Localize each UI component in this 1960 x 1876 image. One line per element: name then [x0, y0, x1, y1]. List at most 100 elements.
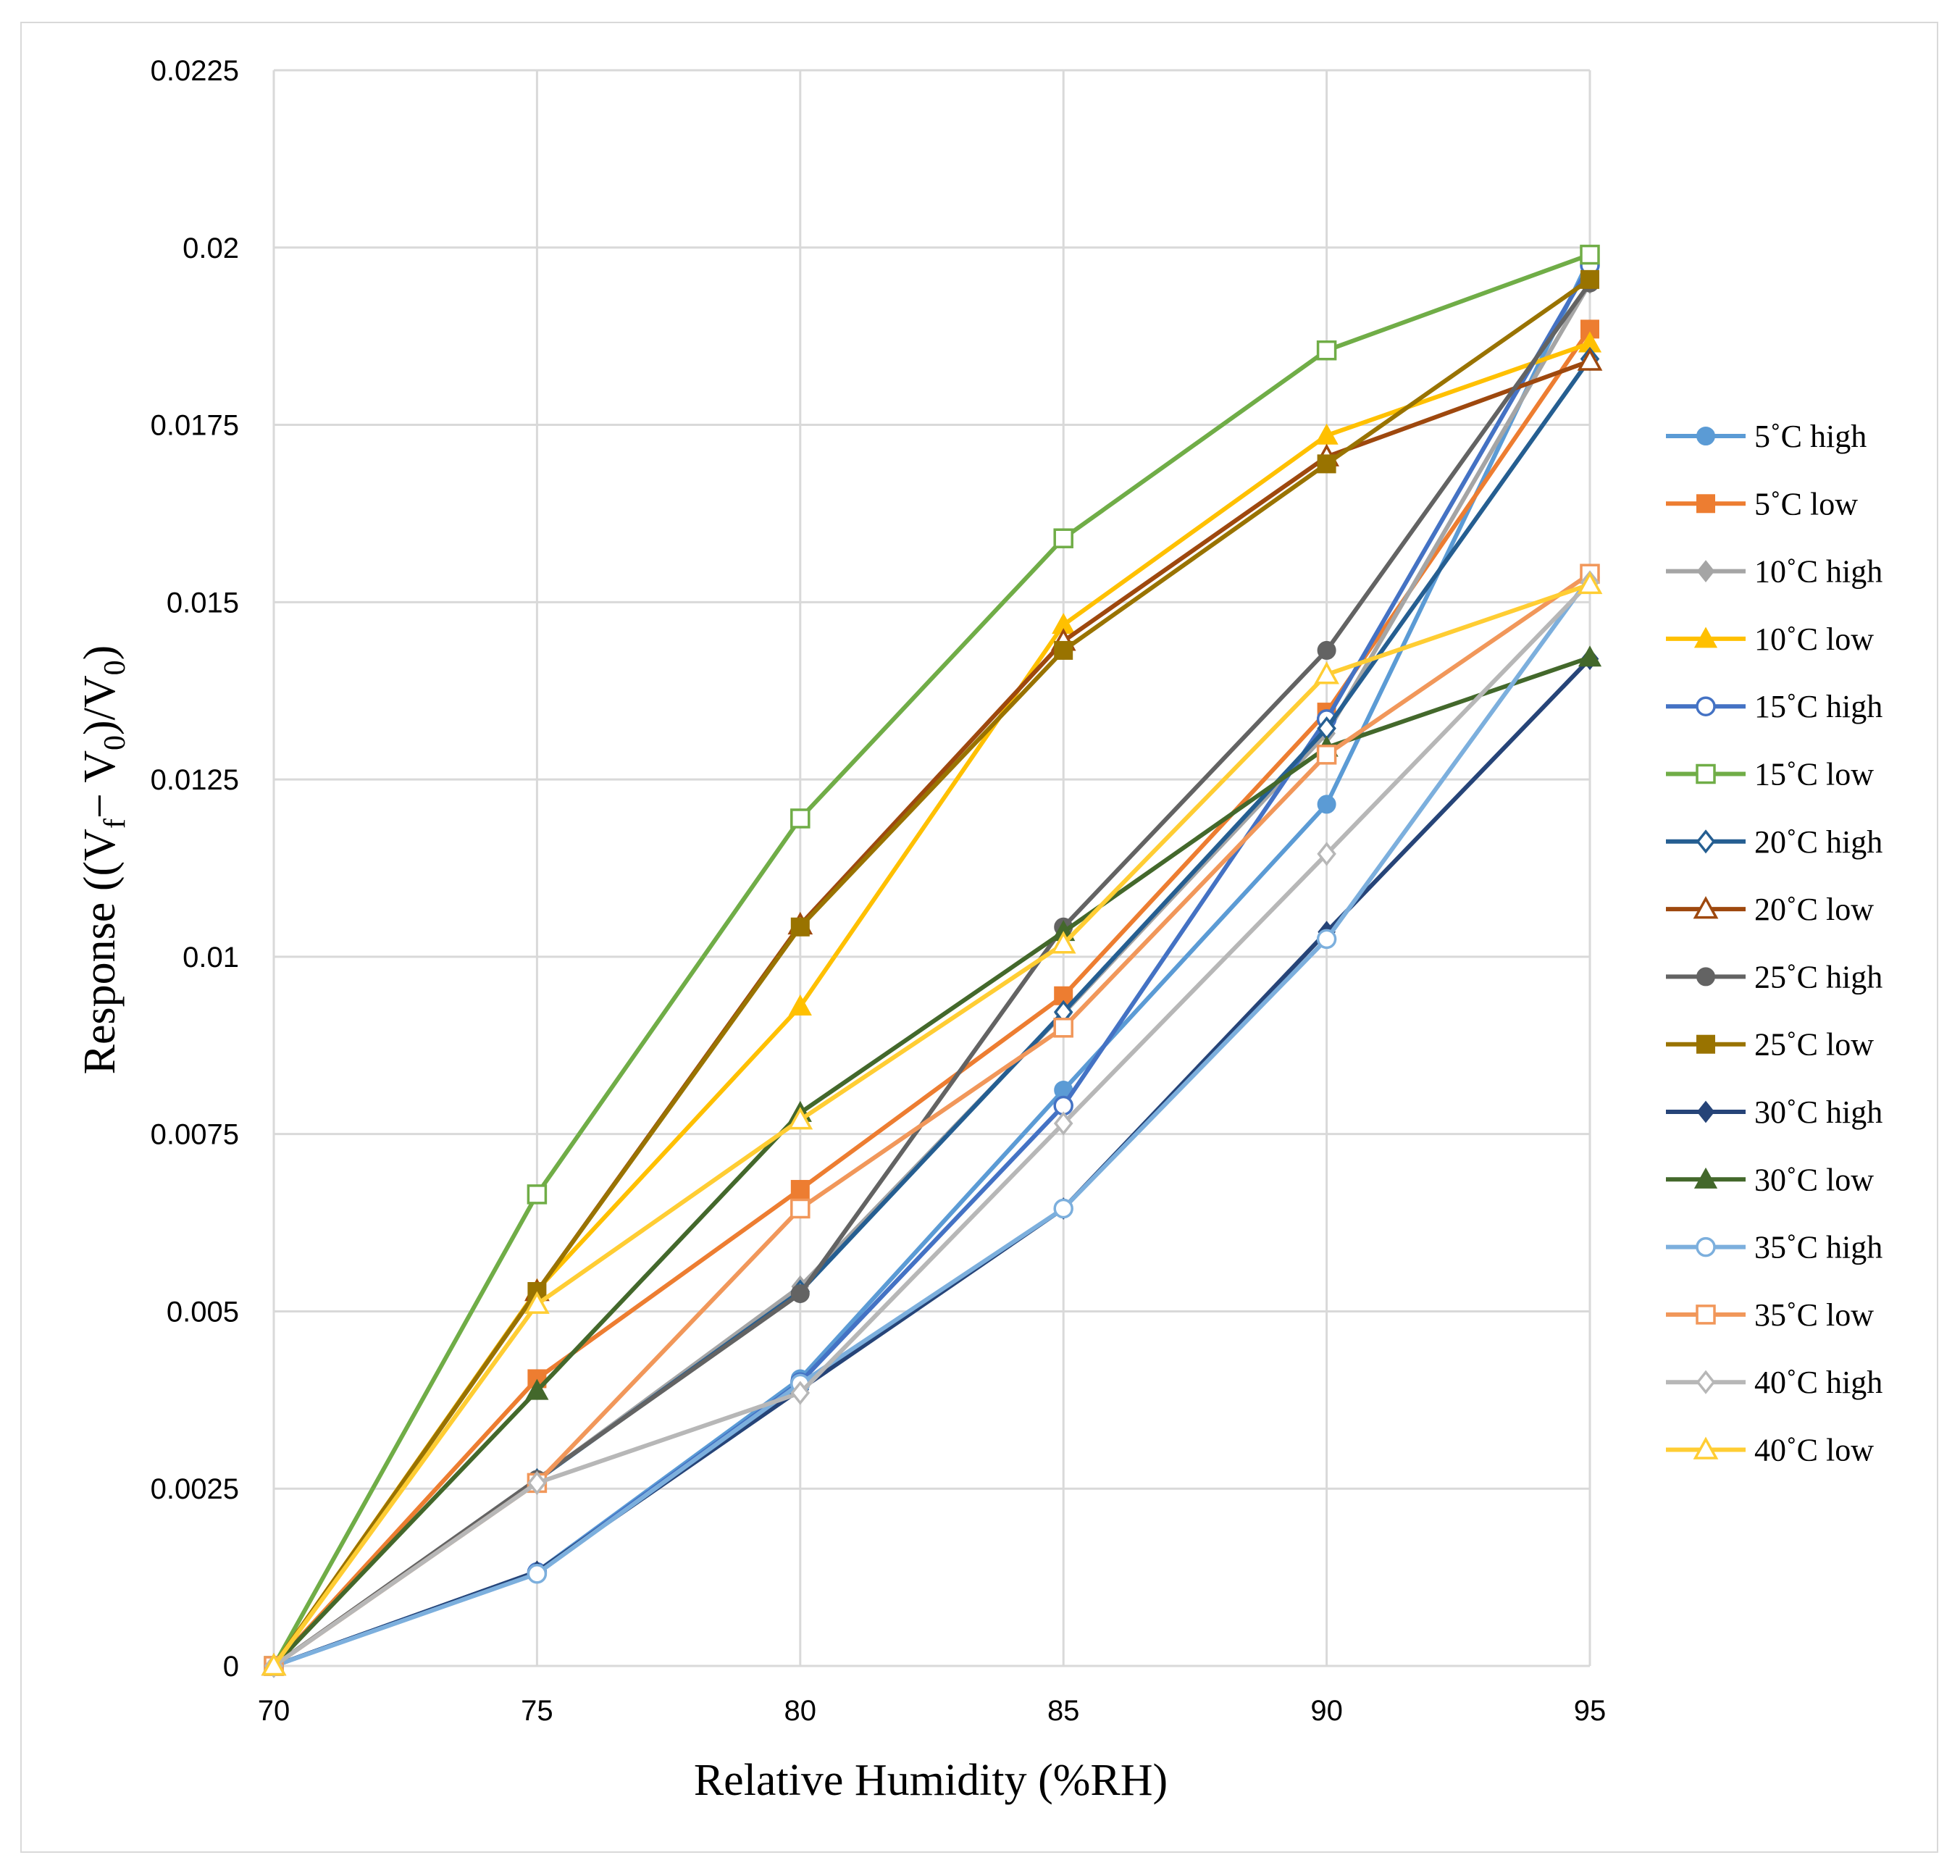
data-point: [1316, 929, 1337, 950]
data-point: [1696, 1305, 1716, 1325]
x-tick-label: 75: [521, 1695, 553, 1727]
data-point: [1693, 627, 1718, 648]
legend-item: 15˚C low: [1666, 757, 1874, 792]
legend-item: 10˚C low: [1666, 621, 1874, 657]
data-point: [1577, 348, 1603, 371]
series-line: [272, 327, 1592, 1668]
data-point: [1696, 1370, 1716, 1394]
y-tick-label: 0.005: [167, 1296, 239, 1328]
data-point: [790, 1198, 811, 1219]
series-lines: [261, 244, 1603, 1678]
data-point: [788, 994, 812, 1016]
legend-item: 35˚C low: [1666, 1297, 1874, 1333]
data-point: [1316, 745, 1337, 765]
data-point: [1696, 829, 1716, 854]
y-title-part: Response ((V: [75, 829, 125, 1074]
legend-label: 30˚C high: [1754, 1094, 1882, 1130]
y-title-part: )/V: [75, 675, 125, 735]
y-axis-title: Response ((Vf− V0)/V0): [75, 645, 132, 1075]
y-tick-label: 0.01: [183, 942, 239, 973]
data-point: [1050, 931, 1076, 954]
series-4: [264, 255, 1600, 1676]
x-tick-label: 70: [258, 1695, 290, 1727]
x-tick-label: 85: [1047, 1695, 1080, 1727]
y-title-part: − V: [75, 750, 125, 818]
data-point: [527, 1563, 548, 1584]
legend-label: 30˚C low: [1754, 1162, 1874, 1197]
series-line: [272, 277, 1591, 1667]
data-point: [790, 1381, 811, 1405]
x-tick-label: 95: [1574, 1695, 1607, 1727]
data-point: [1317, 842, 1336, 866]
data-point: [1580, 269, 1599, 289]
legend-label: 20˚C low: [1754, 892, 1874, 927]
legend-label: 10˚C low: [1754, 621, 1874, 657]
series-13: [264, 564, 1600, 1676]
series-line: [272, 571, 1591, 1668]
legend-item: 20˚C high: [1666, 824, 1882, 860]
data-point: [1317, 795, 1336, 814]
data-point: [1693, 896, 1719, 919]
data-point: [1316, 340, 1337, 361]
y-tick-label: 0.0075: [151, 1119, 239, 1151]
legend-item: 25˚C low: [1666, 1027, 1874, 1063]
series-12: [264, 567, 1600, 1676]
legend-item: 35˚C high: [1666, 1230, 1882, 1265]
series-3: [261, 331, 1602, 1675]
data-point: [1696, 560, 1715, 583]
x-tick-label: 90: [1310, 1695, 1343, 1727]
series-15: [261, 571, 1603, 1676]
series-line: [272, 582, 1591, 1667]
data-point: [790, 808, 811, 829]
data-point: [527, 1184, 548, 1205]
y-tick-label: 0.02: [183, 233, 239, 264]
data-point: [1696, 1100, 1715, 1123]
data-point: [524, 1291, 550, 1314]
y-tick-label: 0.015: [167, 587, 239, 619]
y-tick-label: 0.0025: [151, 1473, 239, 1505]
legend-label: 25˚C low: [1754, 1027, 1874, 1063]
data-point: [787, 1107, 813, 1130]
legend-item: 20˚C low: [1666, 892, 1874, 927]
data-point: [1317, 454, 1336, 474]
series-line: [272, 264, 1592, 1668]
data-point: [1577, 571, 1603, 595]
legend-label: 15˚C high: [1754, 689, 1882, 724]
data-point: [1696, 427, 1715, 445]
data-point: [1696, 967, 1715, 987]
data-point: [790, 1284, 810, 1303]
series-line: [272, 257, 1592, 1668]
y-tick-label: 0.0225: [151, 55, 239, 87]
data-point: [261, 1652, 287, 1676]
x-tick-label: 80: [784, 1695, 817, 1727]
series-line: [272, 252, 1591, 1667]
data-point: [1053, 1111, 1073, 1136]
y-tick-label: 0.0175: [151, 410, 239, 442]
legend-item: 40˚C low: [1666, 1433, 1874, 1468]
data-point: [525, 1378, 549, 1400]
series-line: [272, 580, 1592, 1668]
data-point: [1053, 1198, 1073, 1219]
data-point: [1314, 661, 1339, 684]
series-10: [264, 648, 1599, 1678]
data-point: [1580, 244, 1600, 265]
y-tick-label: 0.0125: [151, 764, 239, 796]
data-point: [1317, 640, 1336, 660]
y-title-part: ): [75, 645, 125, 661]
series-1: [264, 319, 1599, 1675]
legend-label: 15˚C low: [1754, 757, 1874, 792]
x-axis-title: Relative Humidity (%RH): [694, 1756, 1168, 1805]
data-point: [1578, 645, 1602, 667]
series-line: [273, 576, 1592, 1668]
data-point: [1693, 1167, 1718, 1189]
legend-label: 5˚C low: [1754, 486, 1858, 522]
data-point: [1696, 1236, 1716, 1257]
legend-label: 40˚C high: [1754, 1365, 1882, 1400]
legend-label: 5˚C high: [1754, 419, 1867, 454]
y-title-subscript: 0: [99, 660, 132, 675]
tick-labels: 0 0.0025 0.005 0.0075 0.01 0.0125 0.015 0.0175 0…: [151, 55, 1607, 1727]
series-14: [264, 570, 1600, 1678]
legend-item: 25˚C high: [1666, 959, 1882, 994]
legend-item: 30˚C high: [1666, 1094, 1882, 1130]
y-title-subscript: f: [99, 818, 132, 829]
